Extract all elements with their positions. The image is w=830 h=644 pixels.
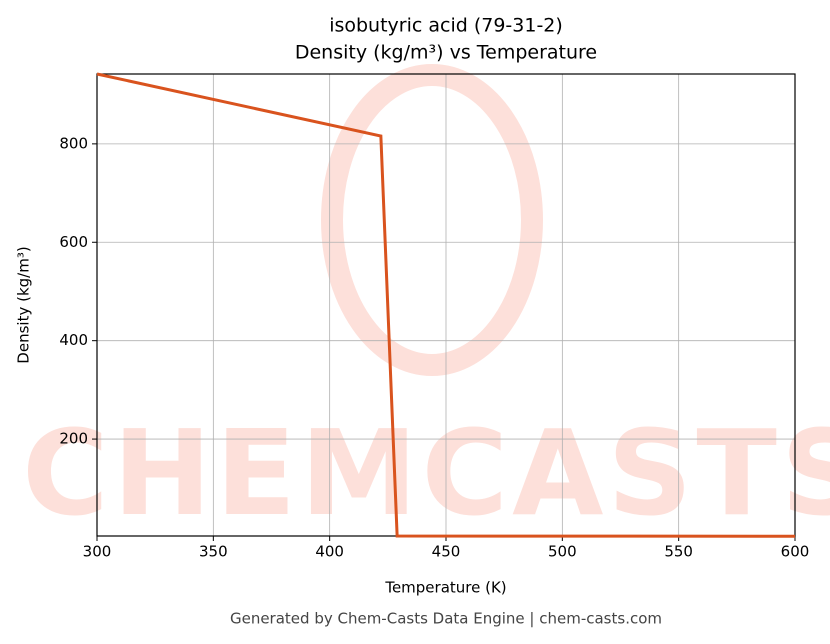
x-tick-label: 450 xyxy=(432,543,461,561)
x-axis-label: Temperature (K) xyxy=(384,579,506,597)
chart-title: isobutyric acid (79-31-2) xyxy=(329,15,563,37)
watermark: CHEMCASTS xyxy=(22,404,830,542)
x-tick-label: 400 xyxy=(315,543,344,561)
x-tick-label: 500 xyxy=(548,543,577,561)
y-tick-label: 800 xyxy=(59,134,88,152)
x-tick-label: 300 xyxy=(83,543,112,561)
y-tick-label: 200 xyxy=(59,430,88,448)
x-tick-label: 350 xyxy=(199,543,228,561)
y-tick-label: 600 xyxy=(59,233,88,251)
x-tick-label: 550 xyxy=(664,543,693,561)
y-axis-label: Density (kg/m³) xyxy=(15,246,33,363)
x-tick-label: 600 xyxy=(781,543,810,561)
y-tick-label: 400 xyxy=(59,331,88,349)
watermark-logo xyxy=(321,64,543,376)
data-line xyxy=(96,72,796,538)
footer: Generated by Chem-Casts Data Engine | ch… xyxy=(230,610,662,628)
chart-subtitle: Density (kg/m³) vs Temperature xyxy=(295,42,597,64)
